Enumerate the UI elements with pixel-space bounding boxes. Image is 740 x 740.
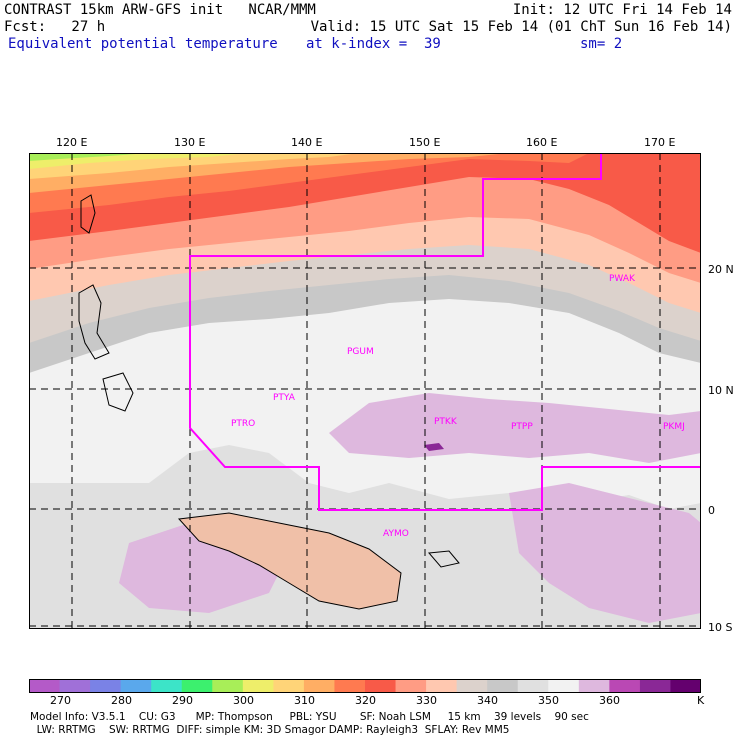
- header-init-time: Init: 12 UTC Fri 14 Feb 14: [512, 2, 732, 18]
- header-forecast-hour: Fcst: 27 h: [4, 19, 106, 35]
- land-taiwan: [80, 194, 96, 234]
- scale-label-320: 320: [355, 694, 376, 707]
- lat-label-20n: 20 N: [708, 263, 734, 276]
- color-scale-frame: [29, 679, 701, 693]
- scale-label-340: 340: [477, 694, 498, 707]
- color-swatch: [90, 679, 122, 693]
- station-pkmj: PKMJ: [663, 422, 685, 432]
- color-swatch: [456, 679, 488, 693]
- land-new-guinea: [177, 512, 402, 610]
- field-patch-355-southeast: [509, 483, 701, 623]
- scale-label-270: 270: [50, 694, 71, 707]
- field-patch-365: [424, 443, 444, 451]
- lat-lon-grid: [29, 153, 701, 629]
- color-swatch: [334, 679, 366, 693]
- color-swatch: [59, 679, 91, 693]
- color-swatch: [303, 679, 335, 693]
- color-swatch: [120, 679, 152, 693]
- station-ptpp: PTPP: [511, 422, 533, 432]
- color-swatch: [517, 679, 549, 693]
- color-swatch: [487, 679, 519, 693]
- color-swatch: [212, 679, 244, 693]
- color-swatch: [242, 679, 274, 693]
- color-swatch: [609, 679, 641, 693]
- lon-label-170e: 170 E: [644, 136, 676, 149]
- scale-label-310: 310: [294, 694, 315, 707]
- station-pwak: PWAK: [609, 274, 636, 284]
- scale-label-290: 290: [172, 694, 193, 707]
- map-frame: [29, 153, 701, 629]
- scale-label-350: 350: [538, 694, 559, 707]
- color-swatch: [639, 679, 671, 693]
- scale-label-330: 330: [416, 694, 437, 707]
- scale-label-280: 280: [111, 694, 132, 707]
- lat-label-10n: 10 N: [708, 384, 734, 397]
- lat-label-equator: 0: [708, 504, 715, 517]
- color-swatch: [29, 679, 61, 693]
- field-name: Equivalent potential temperature: [8, 36, 278, 52]
- domain-outline: [189, 153, 701, 511]
- station-ptkk: PTKK: [434, 417, 458, 427]
- scale-unit: K: [697, 694, 705, 707]
- field-patch-355: [329, 393, 701, 463]
- lon-label-120e: 120 E: [56, 136, 88, 149]
- color-swatch: [365, 679, 397, 693]
- lat-label-10s: 10 S: [708, 621, 733, 634]
- color-swatch: [151, 679, 183, 693]
- station-pgum: PGUM: [347, 347, 374, 357]
- level-index: at k-index = 39: [306, 36, 441, 52]
- header-valid-time: Valid: 15 UTC Sat 15 Feb 14 (01 ChT Sun …: [310, 19, 732, 35]
- field-band-305: [29, 153, 149, 161]
- model-info-line-1: Model Info: V3.5.1 CU: G3 MP: Thompson P…: [30, 711, 589, 723]
- color-swatch: [426, 679, 458, 693]
- model-info-line-2: LW: RRTMG SW: RRTMG DIFF: simple KM: 3D …: [30, 724, 510, 736]
- scale-label-360: 360: [599, 694, 620, 707]
- lon-label-160e: 160 E: [526, 136, 558, 149]
- station-aymo: AYMO: [383, 529, 409, 539]
- lon-label-150e: 150 E: [409, 136, 441, 149]
- station-ptya: PTYA: [273, 393, 296, 403]
- color-swatch: [670, 679, 701, 693]
- theta-e-map: PWAK PGUM PTYA PTRO PTKK PTPP PKMJ AYMO: [29, 153, 701, 629]
- station-ptro: PTRO: [231, 419, 255, 429]
- lon-label-140e: 140 E: [291, 136, 323, 149]
- color-swatch: [395, 679, 427, 693]
- color-swatch: [548, 679, 580, 693]
- color-swatch: [273, 679, 305, 693]
- color-swatch: [181, 679, 213, 693]
- smoothing-value: sm= 2: [580, 36, 623, 52]
- land-luzon: [78, 284, 110, 360]
- scale-label-300: 300: [233, 694, 254, 707]
- header-title: CONTRAST 15km ARW-GFS init NCAR/MMM: [4, 2, 316, 18]
- land-mindanao: [102, 372, 134, 412]
- lon-label-130e: 130 E: [174, 136, 206, 149]
- color-swatch: [578, 679, 610, 693]
- color-scale-bar: [29, 679, 701, 693]
- land-new-britain: [427, 550, 460, 568]
